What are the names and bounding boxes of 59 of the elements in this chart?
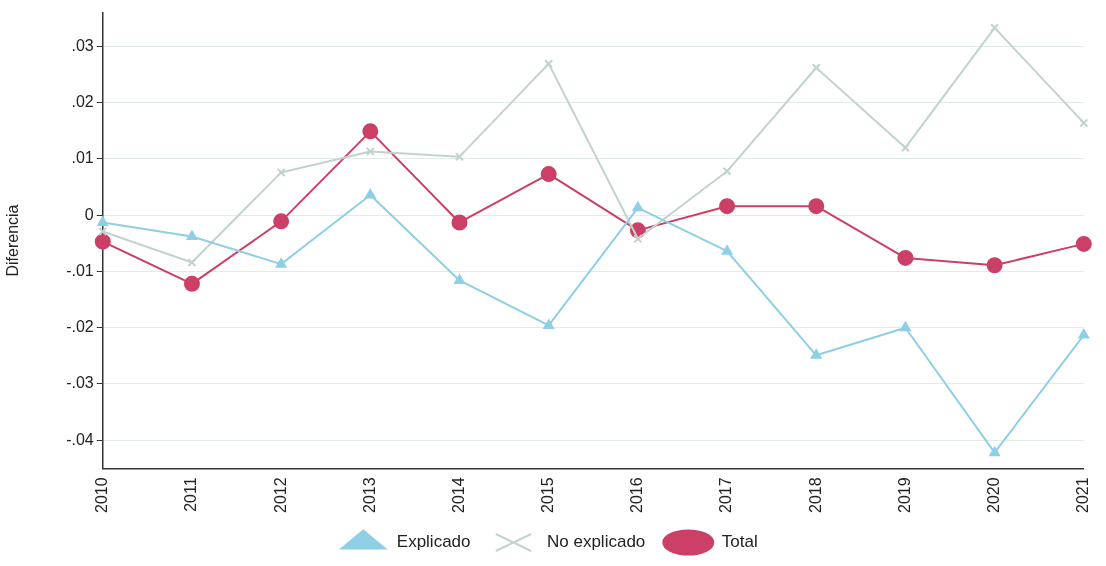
- point: [365, 147, 375, 157]
- point: [900, 143, 910, 153]
- point: [811, 63, 821, 73]
- point: [273, 213, 290, 230]
- point: [543, 319, 555, 329]
- x-tick-label: 2018: [806, 477, 824, 513]
- x-tick-label: 2016: [628, 477, 646, 513]
- point: [454, 274, 465, 284]
- point: [810, 349, 822, 359]
- y-tick-label: 0: [84, 205, 94, 223]
- x-tick-label: 2011: [182, 477, 200, 512]
- point: [187, 257, 197, 267]
- x-tick-label: 2020: [985, 477, 1003, 513]
- legend-label: Explicado: [396, 532, 471, 552]
- point: [900, 321, 911, 332]
- point: [808, 198, 825, 215]
- point: [544, 59, 554, 69]
- legend-label: Total: [721, 532, 758, 552]
- x-tick-label: 2013: [360, 477, 378, 513]
- point: [276, 167, 286, 177]
- point: [98, 226, 108, 237]
- point: [722, 166, 732, 176]
- y-axis-title: Diferencia: [4, 204, 22, 277]
- point: [364, 188, 376, 199]
- point: [1075, 235, 1092, 252]
- point: [275, 258, 287, 268]
- y-tick-label: .03: [71, 36, 94, 54]
- point: [451, 214, 468, 231]
- point: [986, 257, 1003, 274]
- point: [94, 233, 111, 250]
- x-tick-label: 2017: [717, 477, 735, 513]
- point: [633, 234, 643, 244]
- y-tick-label: .01: [71, 149, 94, 167]
- point: [362, 123, 379, 140]
- point: [540, 166, 557, 183]
- x-tick-label: 2014: [449, 477, 467, 513]
- point: [97, 216, 109, 226]
- point: [454, 152, 465, 162]
- point: [719, 198, 736, 215]
- point: [990, 23, 1000, 33]
- x-tick-label: 2010: [93, 477, 111, 513]
- y-tick-label: .02: [71, 93, 94, 111]
- x-tick-label: 2019: [895, 477, 913, 513]
- legend-label: No explicado: [547, 532, 646, 552]
- y-tick-label: -.03: [66, 374, 94, 392]
- point: [989, 446, 1000, 457]
- y-tick-label: -.01: [66, 261, 94, 279]
- point: [897, 249, 914, 266]
- point: [183, 275, 200, 292]
- x-tick-label: 2015: [539, 477, 557, 513]
- point: [721, 245, 733, 255]
- point: [1078, 329, 1090, 339]
- point: [186, 230, 198, 241]
- y-tick-label: -.04: [66, 430, 94, 448]
- x-tick-label: 2012: [271, 477, 289, 513]
- point: [1079, 118, 1089, 128]
- x-tick-label: 2021: [1074, 477, 1092, 513]
- point: [632, 201, 644, 212]
- y-tick-label: -.02: [66, 318, 94, 336]
